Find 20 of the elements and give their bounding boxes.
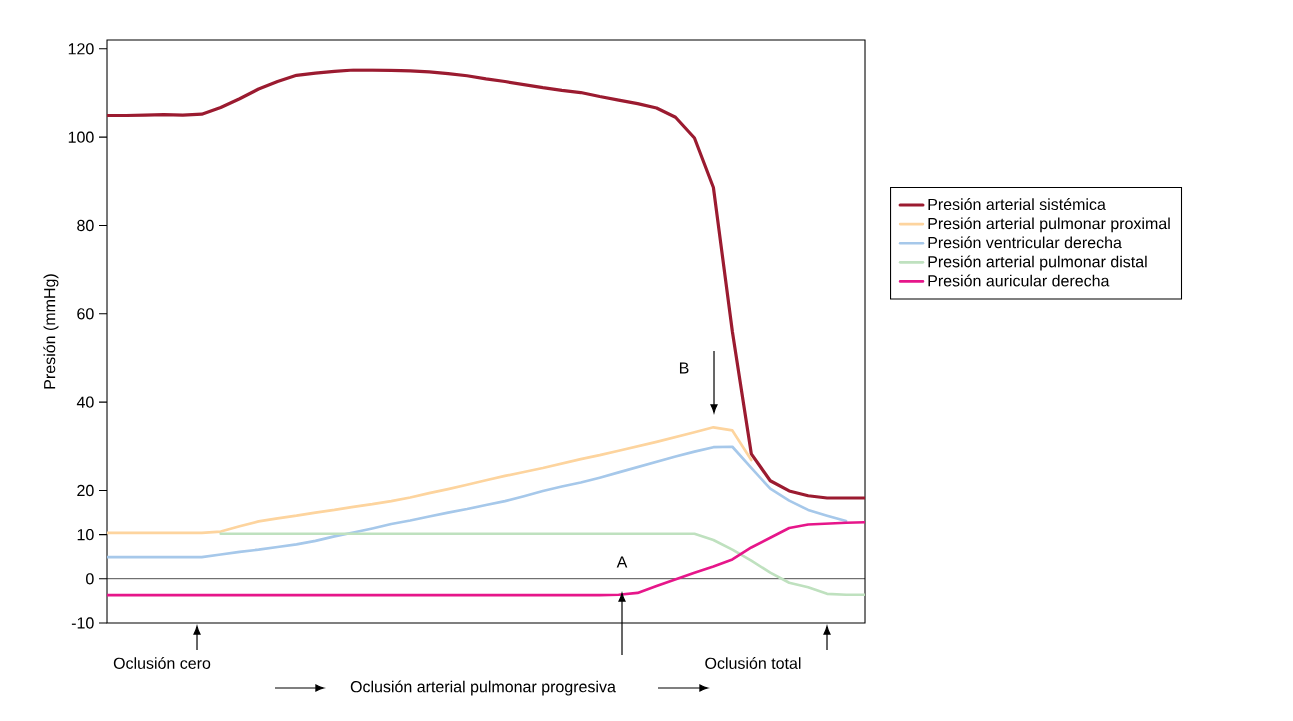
text: Oclusión arterial pulmonar progresiva: [350, 680, 616, 696]
y-axis-title: Presión (mmHg): [43, 274, 59, 389]
y-tick-label: -10: [71, 617, 94, 629]
legend-label: Presión arterial pulmonar proximal: [928, 217, 1170, 233]
legend-label: Presión auricular derecha: [928, 274, 1110, 287]
y-tick-label: 120: [68, 43, 94, 55]
legend-label: Presión arterial sistémica: [928, 198, 1106, 211]
annotation: B: [679, 362, 689, 374]
y-tick-label: 20: [77, 484, 94, 497]
annotation: A: [616, 556, 628, 568]
y-tick-label: 0: [86, 573, 94, 585]
y-tick-label: 60: [77, 308, 94, 320]
text: Oclusión total: [705, 657, 801, 669]
y-tick-label: 10: [77, 528, 94, 541]
y-tick-label: 100: [68, 131, 94, 143]
legend-label: Presión arterial pulmonar distal: [928, 255, 1147, 271]
text: Oclusión cero: [113, 657, 211, 669]
y-tick-label: 40: [76, 396, 94, 408]
legend-label: Presión ventricular derecha: [928, 236, 1122, 249]
y-tick-label: 80: [77, 219, 94, 232]
